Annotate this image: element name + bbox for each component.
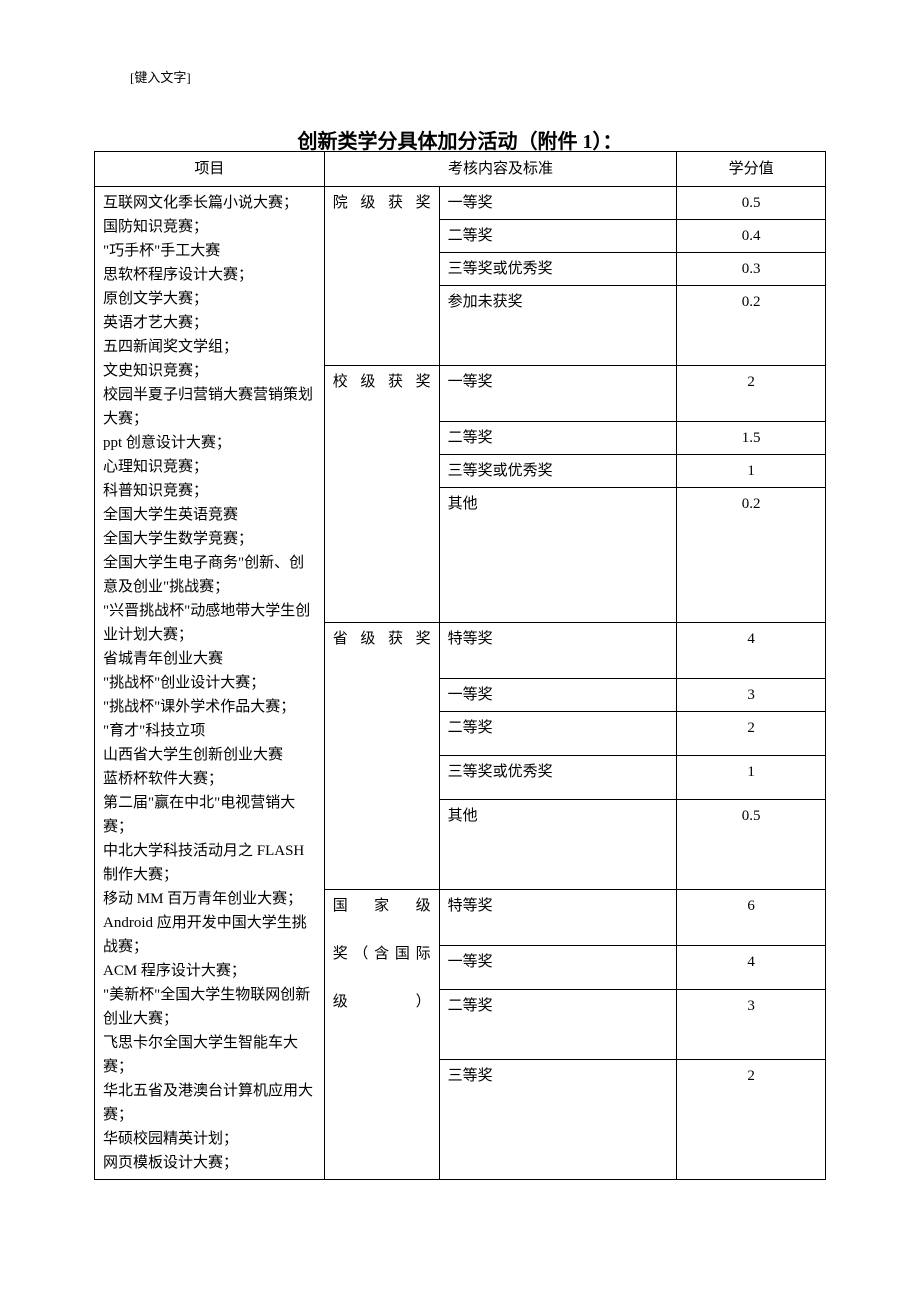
credit-cell: 1 bbox=[677, 455, 826, 488]
credit-cell: 0.5 bbox=[677, 800, 826, 890]
project-list-cell: 互联网文化季长篇小说大赛； 国防知识竞赛； "巧手杯"手工大赛 思软杯程序设计大… bbox=[95, 187, 325, 1180]
award-cell: 三等奖或优秀奖 bbox=[439, 756, 677, 800]
award-cell: 其他 bbox=[439, 488, 677, 623]
award-cell: 三等奖或优秀奖 bbox=[439, 253, 677, 286]
level-cell-province: 省级获奖 bbox=[324, 623, 439, 890]
credit-cell: 0.2 bbox=[677, 488, 826, 623]
header-credit: 学分值 bbox=[677, 152, 826, 187]
award-cell: 二等奖 bbox=[439, 422, 677, 455]
award-cell: 参加未获奖 bbox=[439, 286, 677, 366]
award-cell: 二等奖 bbox=[439, 220, 677, 253]
header-project: 项目 bbox=[95, 152, 325, 187]
credit-cell: 0.2 bbox=[677, 286, 826, 366]
credit-cell: 3 bbox=[677, 990, 826, 1060]
award-cell: 三等奖 bbox=[439, 1060, 677, 1180]
award-cell: 一等奖 bbox=[439, 679, 677, 712]
credit-cell: 0.4 bbox=[677, 220, 826, 253]
page-title: 创新类学分具体加分活动（附件 1）： bbox=[0, 125, 920, 154]
credit-cell: 1.5 bbox=[677, 422, 826, 455]
award-cell: 其他 bbox=[439, 800, 677, 890]
credit-table: 项目 考核内容及标准 学分值 互联网文化季长篇小说大赛； 国防知识竞赛； "巧手… bbox=[94, 151, 826, 1180]
credit-cell: 0.3 bbox=[677, 253, 826, 286]
credit-cell: 3 bbox=[677, 679, 826, 712]
page-header-placeholder: [键入文字] bbox=[130, 67, 191, 86]
award-cell: 一等奖 bbox=[439, 366, 677, 422]
credit-cell: 4 bbox=[677, 946, 826, 990]
award-cell: 二等奖 bbox=[439, 712, 677, 756]
award-cell: 特等奖 bbox=[439, 890, 677, 946]
header-criteria: 考核内容及标准 bbox=[324, 152, 677, 187]
award-cell: 三等奖或优秀奖 bbox=[439, 455, 677, 488]
award-cell: 一等奖 bbox=[439, 946, 677, 990]
level-cell-school: 校级获奖 bbox=[324, 366, 439, 623]
credit-cell: 4 bbox=[677, 623, 826, 679]
award-cell: 二等奖 bbox=[439, 990, 677, 1060]
award-cell: 特等奖 bbox=[439, 623, 677, 679]
credit-cell: 0.5 bbox=[677, 187, 826, 220]
credit-cell: 6 bbox=[677, 890, 826, 946]
credit-cell: 2 bbox=[677, 1060, 826, 1180]
level-cell-institute: 院级获奖 bbox=[324, 187, 439, 366]
table-row: 互联网文化季长篇小说大赛； 国防知识竞赛； "巧手杯"手工大赛 思软杯程序设计大… bbox=[95, 187, 826, 220]
credit-cell: 1 bbox=[677, 756, 826, 800]
credit-cell: 2 bbox=[677, 712, 826, 756]
award-cell: 一等奖 bbox=[439, 187, 677, 220]
table-header-row: 项目 考核内容及标准 学分值 bbox=[95, 152, 826, 187]
level-cell-national: 国家级 奖（含国际 级） bbox=[324, 890, 439, 1180]
credit-cell: 2 bbox=[677, 366, 826, 422]
